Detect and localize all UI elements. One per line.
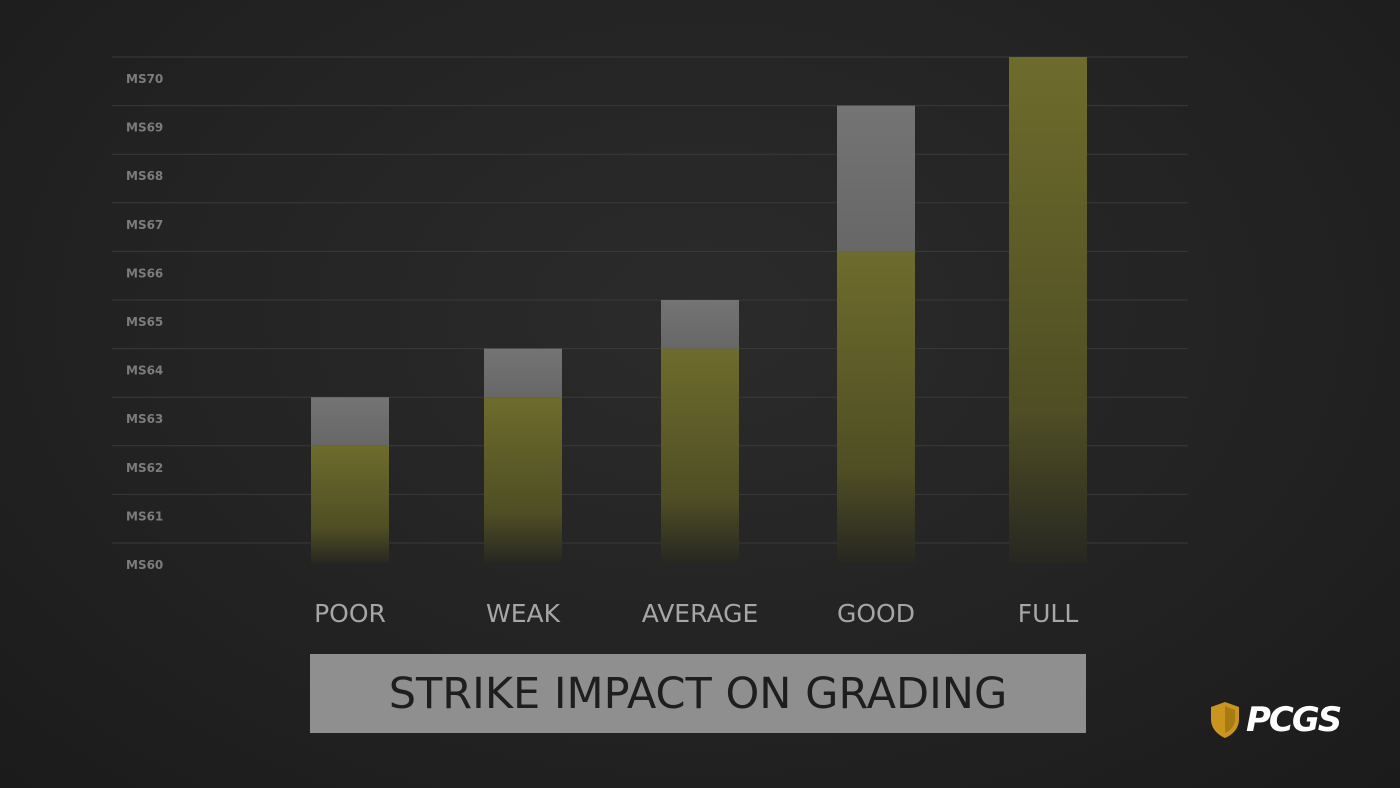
grid-lines [112,56,1188,544]
title-box: STRIKE IMPACT ON GRADING [310,654,1086,733]
x-category-label: POOR [314,599,386,628]
y-tick-label: MS64 [126,364,163,378]
y-axis-ticks: MS60 MS61 MS62 MS63 MS64 MS65 MS66 MS67 MS68 MS69… [126,72,163,572]
y-tick-label: MS65 [126,315,163,329]
x-category-label: WEAK [486,599,561,628]
x-category-label: AVERAGE [642,599,759,628]
bar-lower-segment [661,348,739,563]
x-category-label: GOOD [837,599,915,628]
y-tick-label: MS62 [126,461,163,475]
bar-upper-segment [311,397,389,446]
bar-upper-segment [484,348,562,398]
bars [311,57,1087,563]
pcgs-logo: PCGS [1208,698,1348,742]
y-tick-label: MS63 [126,412,163,426]
chart-title: STRIKE IMPACT ON GRADING [388,668,1008,719]
y-tick-label: MS69 [126,121,163,135]
bar-lower-segment [837,251,915,563]
y-tick-label: MS66 [126,266,163,280]
y-tick-label: MS61 [126,509,163,523]
y-tick-label: MS60 [126,558,163,572]
logo-text: PCGS [1246,700,1342,740]
x-category-label: FULL [1018,599,1079,628]
bar-lower-segment [484,397,562,563]
y-tick-label: MS67 [126,218,163,232]
bar-upper-segment [661,300,739,349]
y-tick-label: MS70 [126,72,163,86]
bar-lower-segment [311,445,389,563]
bar-upper-segment [837,105,915,252]
x-axis-categories: POOR WEAK AVERAGE GOOD FULL [314,599,1078,628]
y-tick-label: MS68 [126,169,163,183]
bar-lower-segment [1009,57,1087,563]
shield-icon [1211,702,1239,738]
